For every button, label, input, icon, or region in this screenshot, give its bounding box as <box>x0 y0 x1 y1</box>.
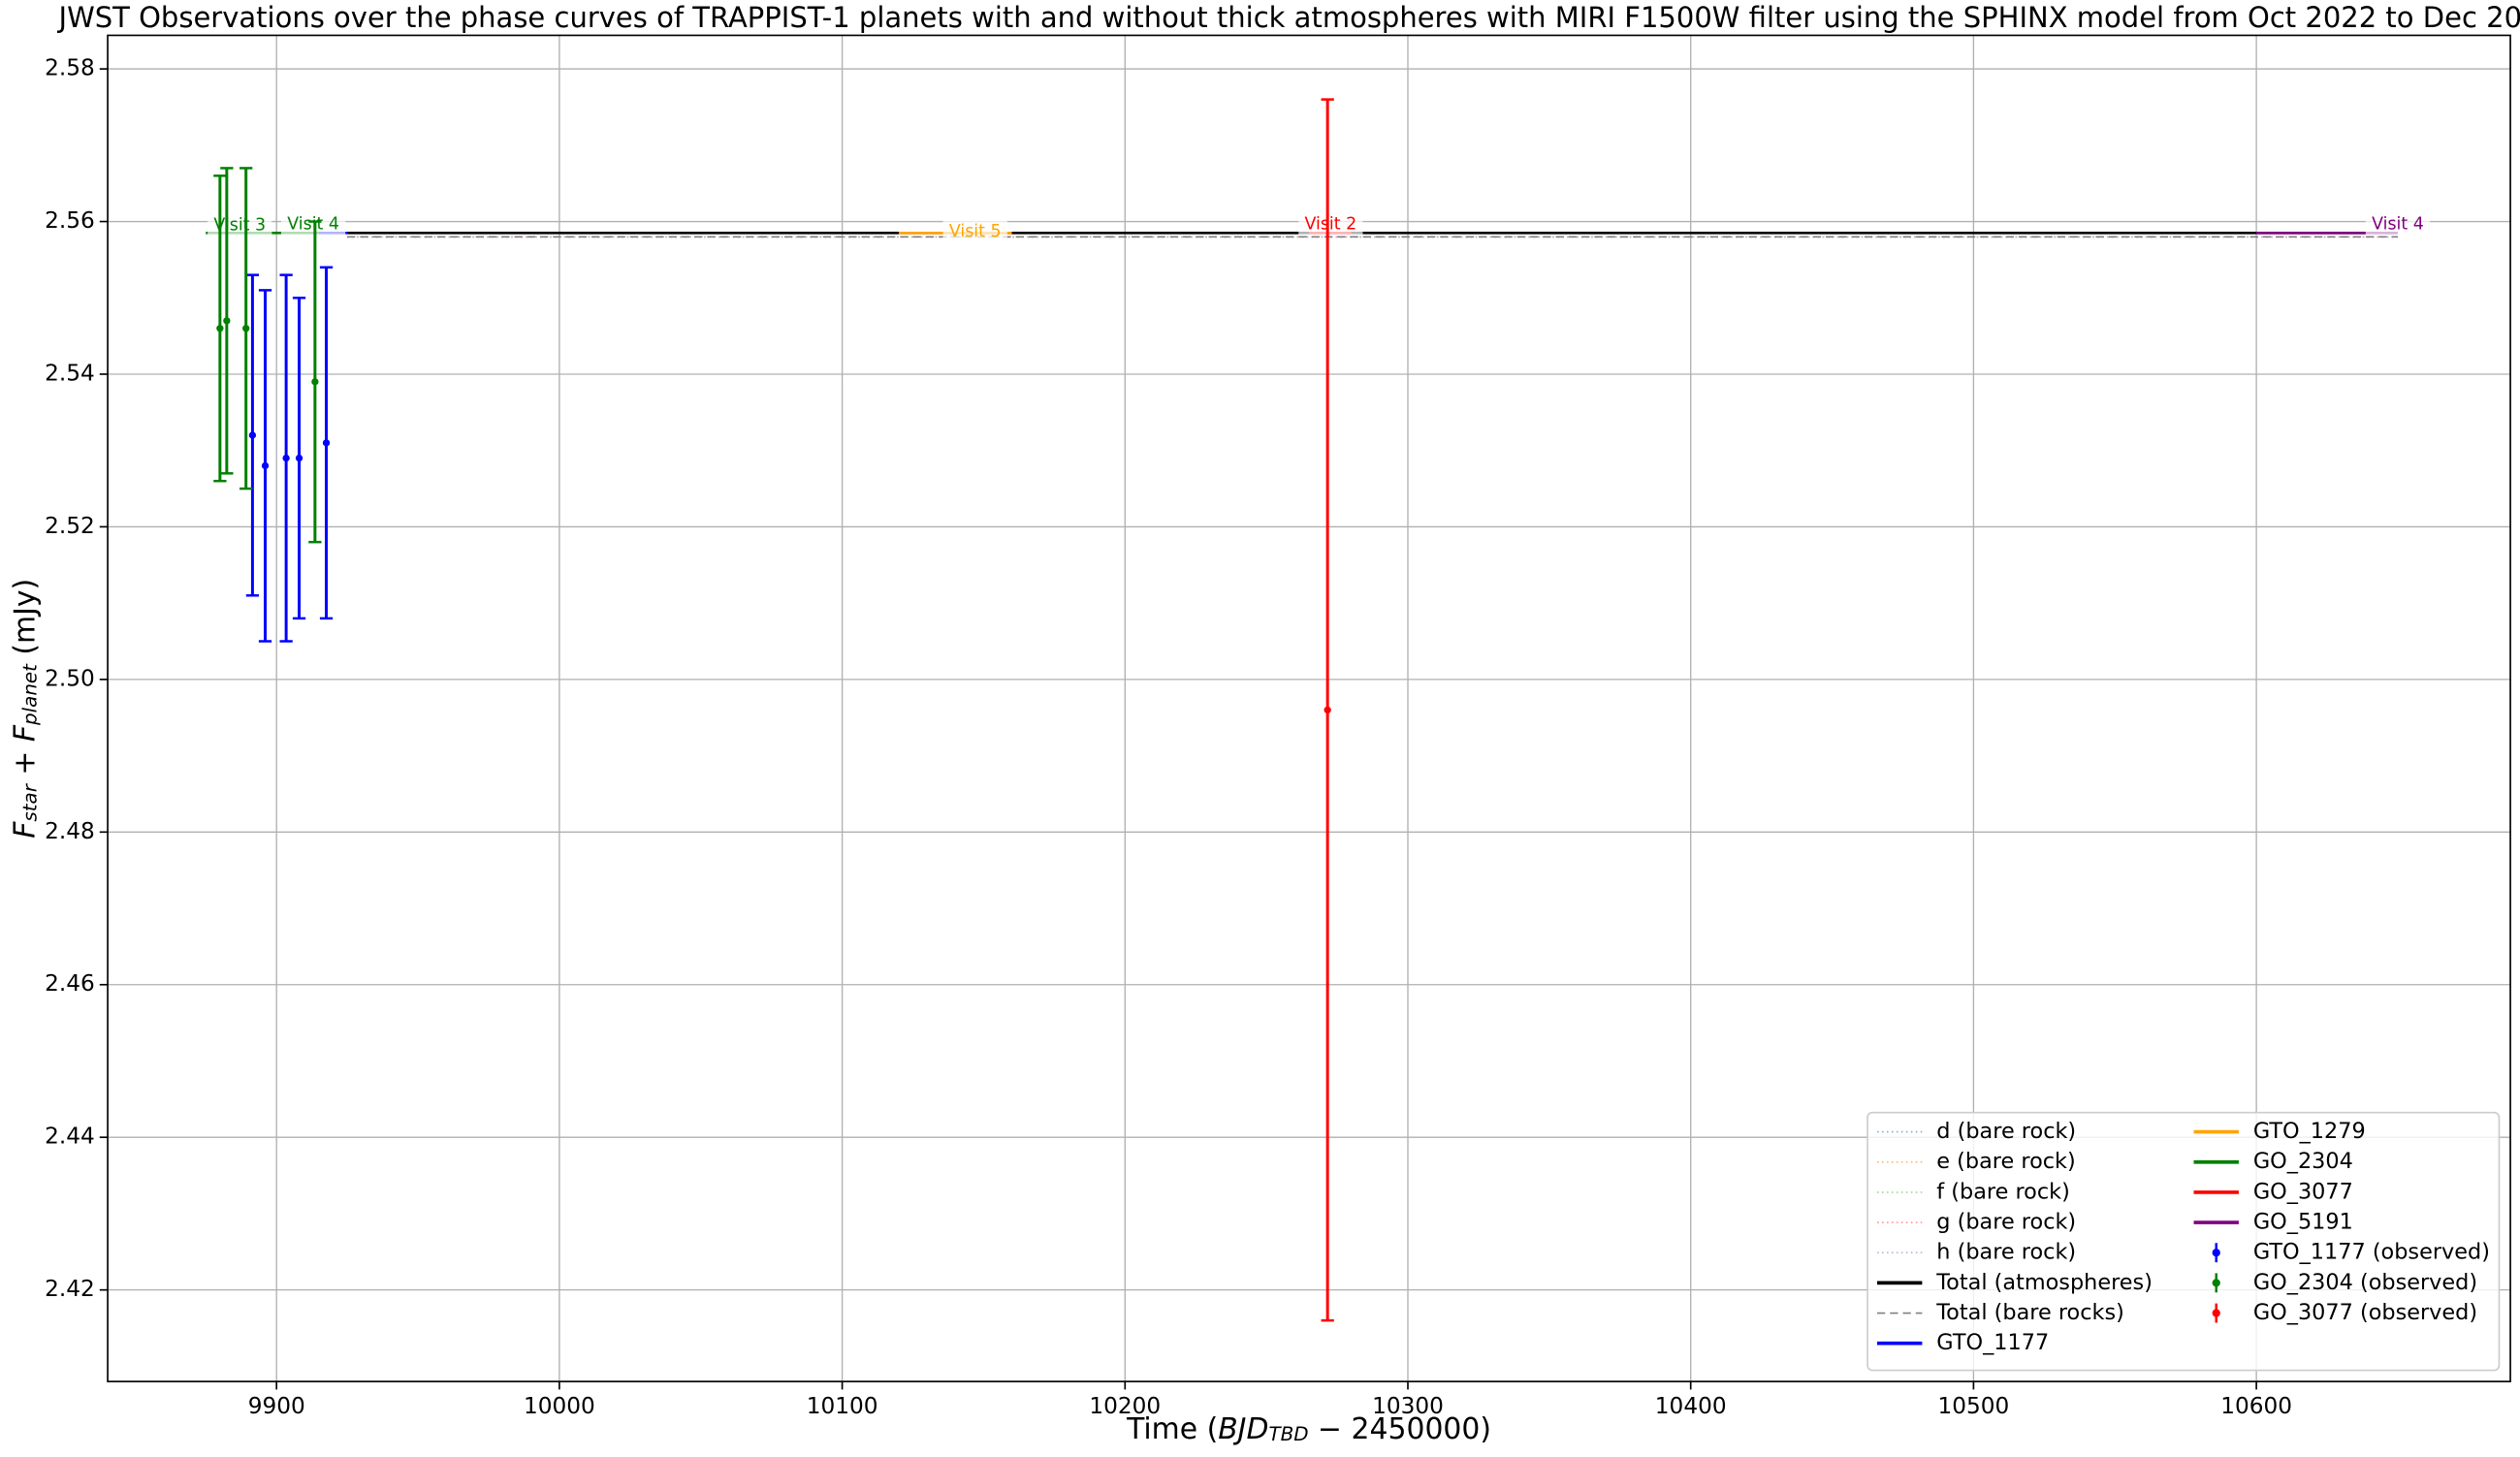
legend-label: Total (bare rocks) <box>1935 1300 2124 1325</box>
data-point <box>282 454 290 462</box>
y-tick-label: 2.44 <box>45 1124 95 1150</box>
y-tick-label: 2.50 <box>45 665 95 691</box>
legend-swatch <box>2212 1309 2220 1317</box>
x-axis-label-part: BJD <box>1218 1411 1268 1445</box>
x-tick-label: 10600 <box>2220 1393 2292 1419</box>
y-tick-label: 2.54 <box>45 360 95 386</box>
y-axis-label-part: (mJy) <box>8 579 42 664</box>
data-point <box>242 325 250 333</box>
data-point <box>1324 706 1331 714</box>
data-point <box>295 454 303 462</box>
y-tick-label: 2.56 <box>45 207 95 234</box>
annotation: Visit 4 <box>2372 215 2424 235</box>
y-tick-label: 2.46 <box>45 970 95 997</box>
legend-label: GTO_1177 <box>1936 1330 2049 1355</box>
y-tick-label: 2.48 <box>45 818 95 844</box>
x-tick-label: 10300 <box>1372 1393 1444 1419</box>
annotation: Visit 4 <box>287 215 339 235</box>
legend-label: GTO_1279 <box>2253 1119 2366 1144</box>
annotation: Visit 5 <box>949 222 1002 241</box>
legend-label: d (bare rock) <box>1936 1119 2076 1144</box>
legend-label: GO_3077 <box>2253 1179 2353 1204</box>
legend-label: GO_2304 (observed) <box>2253 1270 2477 1295</box>
x-tick-label: 10500 <box>1938 1393 2010 1419</box>
x-tick-label: 10000 <box>524 1393 595 1419</box>
legend-swatch <box>2212 1279 2220 1287</box>
y-axis-label-part: F <box>8 821 42 839</box>
legend-label: Total (atmospheres) <box>1935 1270 2153 1295</box>
x-axis-label-part: TBD <box>1268 1422 1308 1444</box>
legend-label: h (bare rock) <box>1936 1240 2076 1265</box>
y-tick-label: 2.58 <box>45 55 95 81</box>
data-point <box>261 461 270 470</box>
x-axis-label-part: − 2450000) <box>1309 1411 1491 1445</box>
y-axis-label-part: + <box>8 742 42 784</box>
x-tick-label: 10400 <box>1655 1393 1727 1419</box>
y-axis-label: Fstar + Fplanet (mJy) <box>8 579 42 839</box>
annotation-box <box>207 213 272 238</box>
plot-frame <box>107 34 2511 1382</box>
annotation-box <box>280 213 346 237</box>
annotation: Visit 3 <box>213 215 266 235</box>
data-point <box>322 439 331 447</box>
legend-label: GTO_1177 (observed) <box>2253 1240 2490 1265</box>
chart-title: JWST Observations over the phase curves … <box>57 1 2520 34</box>
data-point <box>223 317 231 325</box>
x-tick-label: 10100 <box>807 1393 878 1419</box>
legend-box <box>1866 1111 2501 1372</box>
y-tick-label: 2.42 <box>45 1276 95 1302</box>
legend-label: GO_5191 <box>2253 1210 2353 1235</box>
x-axis-label-part: Time ( <box>1126 1411 1218 1445</box>
legend-swatch <box>2212 1249 2220 1257</box>
annotation-box <box>1298 213 1363 237</box>
y-tick-label: 2.52 <box>45 513 95 539</box>
x-tick-label: 9900 <box>248 1393 305 1419</box>
annotation-box <box>942 220 1007 243</box>
legend-label: GO_2304 <box>2253 1149 2353 1174</box>
x-tick-label: 10200 <box>1089 1393 1161 1419</box>
annotation-box <box>2365 213 2431 237</box>
y-axis-label-part: planet <box>18 663 41 726</box>
legend-label: f (bare rock) <box>1936 1179 2070 1204</box>
legend-label: e (bare rock) <box>1936 1149 2075 1174</box>
y-axis-label-part: F <box>8 724 42 742</box>
data-point <box>216 325 224 333</box>
data-point <box>311 378 319 386</box>
legend-label: GO_3077 (observed) <box>2253 1300 2477 1325</box>
x-axis-label: Time (BJDTBD − 2450000) <box>1126 1411 1491 1445</box>
legend-label: g (bare rock) <box>1936 1210 2076 1235</box>
data-point <box>248 431 257 439</box>
y-axis-label-part: star <box>18 782 41 821</box>
annotation: Visit 2 <box>1305 215 1357 235</box>
